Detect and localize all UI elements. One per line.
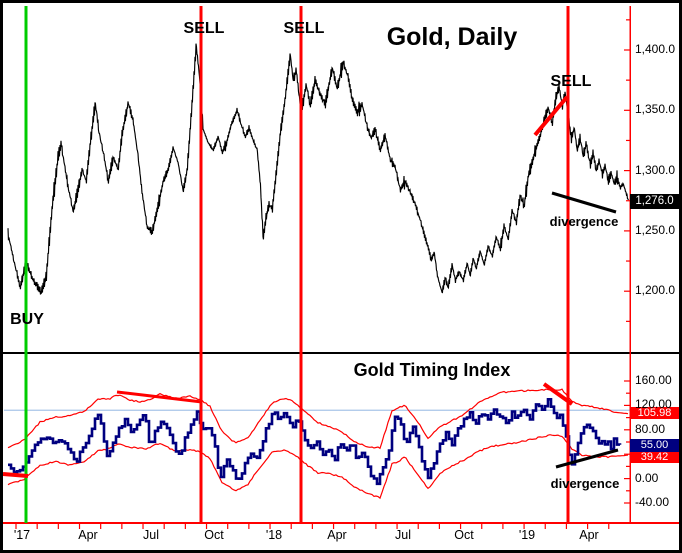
trendline — [533, 95, 569, 137]
sell-label: SELL — [550, 73, 592, 90]
lower-band-value-badge: 39.42 — [630, 452, 679, 463]
index-axis-label: -40.00 — [635, 495, 670, 509]
time-axis-label: Apr — [78, 528, 98, 542]
price-axis-label: 1,400.0 — [635, 42, 676, 56]
price-axis-label: 1,200.0 — [635, 283, 676, 298]
upper-band-value-badge: 105.98 — [630, 407, 679, 419]
trendline — [116, 390, 203, 404]
trendline — [551, 191, 617, 214]
last-price-badge: 1,276.0 — [630, 194, 679, 209]
time-axis-label: Apr — [327, 528, 347, 542]
index-axis-label: 80.00 — [635, 421, 666, 436]
index-value-badge: 55.00 — [630, 439, 679, 452]
index-axis-label: 160.00 — [635, 373, 672, 387]
price-axis-label: 1,250.0 — [635, 222, 676, 237]
divergence-annotation: divergence — [549, 214, 619, 229]
indicator-panel-title: Gold Timing Index — [353, 360, 511, 380]
index-axis-label: 120.00 — [635, 397, 672, 412]
chart-title: Gold, Daily — [386, 23, 518, 51]
price-axis-label: 1,350.0 — [635, 102, 676, 117]
sell-label: SELL — [183, 20, 225, 37]
time-axis-label: Apr — [579, 528, 599, 542]
price-axis-label: 1,300.0 — [635, 162, 676, 177]
buy-label: BUY — [10, 311, 44, 328]
trendline — [542, 382, 574, 406]
divergence-annotation: divergence — [550, 476, 620, 491]
index-axis-label: 0.00 — [635, 470, 659, 485]
time-axis-label: Jul — [395, 528, 411, 542]
time-axis-label: Jul — [143, 528, 159, 542]
time-axis-label: '17 — [13, 528, 31, 542]
trendline — [2, 472, 29, 478]
time-axis-label: Oct — [454, 528, 474, 542]
sell-label: SELL — [283, 20, 325, 37]
time-axis-label: '19 — [518, 528, 536, 542]
time-axis-label: '18 — [265, 528, 283, 542]
trendline — [555, 448, 619, 469]
time-axis-label: Oct — [204, 528, 224, 542]
